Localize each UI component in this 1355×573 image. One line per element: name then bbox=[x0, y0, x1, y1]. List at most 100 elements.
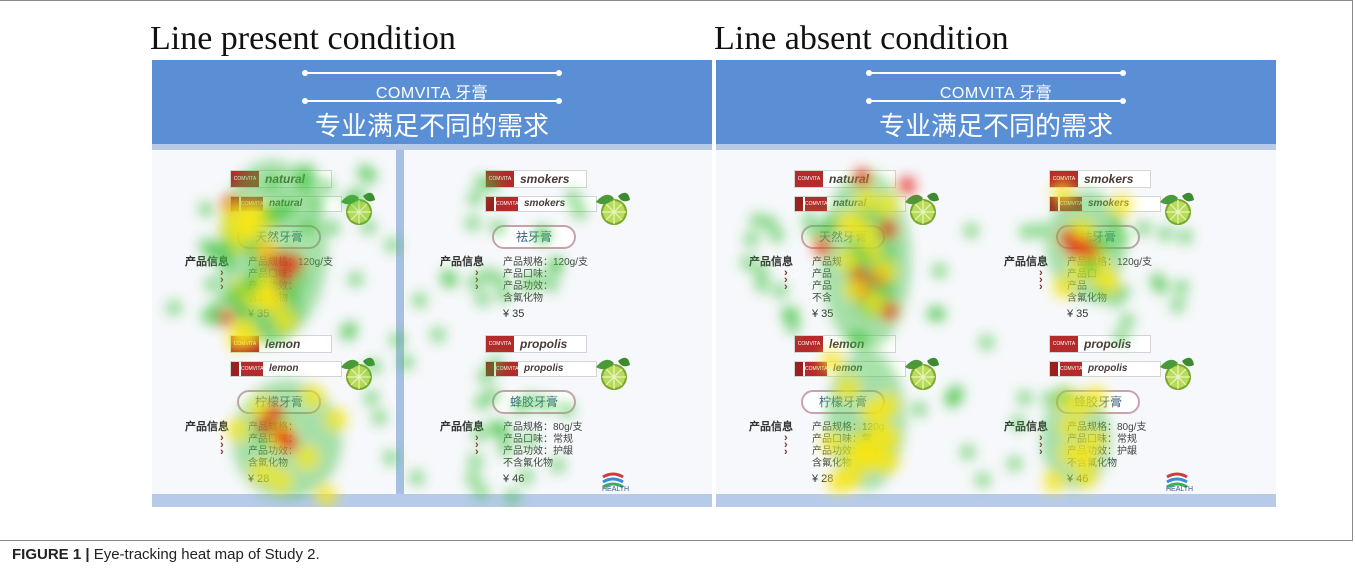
price-label: ¥ 35 bbox=[1067, 308, 1089, 320]
mint-lime-icon bbox=[1156, 353, 1196, 391]
chevron-icon: › › › bbox=[475, 267, 479, 293]
toothpaste-box: COMVITA natural bbox=[794, 170, 896, 188]
spec-line: 产品 bbox=[1067, 281, 1087, 292]
tube-product-name: lemon bbox=[833, 363, 863, 374]
spec-line: 产品规格： bbox=[248, 422, 298, 433]
product-card: COMVITA lemon COMVITA lemon 柠檬牙膏 产品信息 › › › 产品规格：… bbox=[749, 325, 1026, 495]
chevron-icon: › › › bbox=[475, 432, 479, 458]
chevron-icon: › › › bbox=[784, 432, 788, 458]
spec-line: 含氟化物 bbox=[503, 293, 543, 304]
chevron-icon: › › › bbox=[220, 432, 224, 458]
brand-title: COMVITA 牙膏 bbox=[939, 85, 1053, 102]
box-brand-label: COMVITA bbox=[486, 171, 514, 187]
tube-product-name: natural bbox=[269, 198, 303, 209]
toothpaste-box: COMVITA propolis bbox=[485, 335, 587, 353]
spec-line: 产品功效：护龈 bbox=[503, 446, 573, 457]
tube-product-name: propolis bbox=[1088, 363, 1128, 374]
tube-product-name: propolis bbox=[524, 363, 564, 374]
tube-product-name: smokers bbox=[1088, 198, 1130, 209]
mint-lime-icon bbox=[592, 188, 632, 226]
tube-brand-label: COMVITA bbox=[1060, 362, 1082, 376]
product-card: COMVITA smokers COMVITA smokers 祛牙膏 产品信息 › › › 产品… bbox=[1004, 160, 1276, 330]
toothpaste-tube: COMVITA natural bbox=[230, 196, 342, 212]
product-name-pill: 蜂胶牙膏 bbox=[1056, 390, 1140, 414]
banner-rule-bottom bbox=[302, 98, 562, 104]
tube-cap bbox=[486, 362, 494, 376]
toothpaste-tube: COMVITA smokers bbox=[485, 196, 597, 212]
product-name: propolis bbox=[520, 337, 568, 351]
product-card: COMVITA propolis COMVITA propolis 蜂胶牙膏 产品信息 › ›… bbox=[1004, 325, 1276, 495]
spec-line: 产品规格：80g/支 bbox=[1067, 422, 1147, 433]
banner-rule-top bbox=[866, 70, 1126, 76]
spec-line: 产品规格：120g bbox=[812, 422, 885, 433]
product-name: natural bbox=[265, 172, 306, 186]
spec-line: 含氟化物 bbox=[812, 458, 852, 469]
tube-cap bbox=[486, 197, 494, 211]
product-info-label: 产品信息 bbox=[185, 421, 229, 433]
spec-line: 产品规格：80g/支 bbox=[503, 422, 583, 433]
tube-product-name: natural bbox=[833, 198, 867, 209]
gaze-fixation bbox=[749, 212, 766, 229]
product-card: COMVITA lemon COMVITA lemon 柠檬牙膏 产品信息 › › › 产品规格：… bbox=[185, 325, 462, 495]
spec-line: 产品口味：常 bbox=[812, 434, 872, 445]
health-logo-text: HEALTH bbox=[602, 486, 630, 493]
mint-lime-icon bbox=[1156, 188, 1196, 226]
box-brand-label: COMVITA bbox=[231, 171, 259, 187]
gaze-fixation bbox=[754, 277, 771, 293]
box-brand-label: COMVITA bbox=[1050, 171, 1078, 187]
mint-lime-icon bbox=[901, 188, 941, 226]
tube-cap bbox=[795, 362, 803, 376]
spec-line: 产品规格：120g/支 bbox=[503, 257, 589, 268]
mint-lime-icon bbox=[592, 353, 632, 391]
chevron-icon: › › › bbox=[784, 267, 788, 293]
product-info-label: 产品信息 bbox=[749, 421, 793, 433]
slogan-text: 专业满足不同的需求 bbox=[314, 111, 549, 141]
spec-line: 产品口 bbox=[1067, 269, 1097, 280]
spec-line: 产品 bbox=[812, 281, 832, 292]
product-name: propolis bbox=[1084, 337, 1132, 351]
toothpaste-box: COMVITA smokers bbox=[485, 170, 587, 188]
bottom-bar bbox=[716, 494, 1276, 507]
brand-title: COMVITA 牙膏 bbox=[375, 85, 489, 102]
figure-caption: FIGURE 1 | Eye-tracking heat map of Stud… bbox=[12, 546, 320, 563]
bottom-bar bbox=[152, 494, 712, 507]
toothpaste-tube: COMVITA natural bbox=[794, 196, 906, 212]
tube-cap bbox=[231, 362, 239, 376]
toothpaste-box: COMVITA natural bbox=[230, 170, 332, 188]
product-name-pill: 祛牙膏 bbox=[1056, 225, 1140, 249]
spec-line: 产品口味：常规 bbox=[1067, 434, 1137, 445]
spec-line: 含氟化物 bbox=[248, 458, 288, 469]
box-brand-label: COMVITA bbox=[231, 336, 259, 352]
health-logo-icon bbox=[602, 472, 624, 492]
spec-line: 产品功效： bbox=[248, 281, 298, 292]
spec-line: 产品口味：常规 bbox=[503, 434, 573, 445]
product-info-label: 产品信息 bbox=[1004, 256, 1048, 268]
figure-frame bbox=[0, 0, 1353, 541]
chevron-icon: › › › bbox=[1039, 432, 1043, 458]
chevron-icon: › › › bbox=[220, 267, 224, 293]
product-name-pill: 柠檬牙膏 bbox=[801, 390, 885, 414]
price-label: ¥ 46 bbox=[1067, 473, 1089, 485]
spec-line: 产品功效： bbox=[812, 446, 862, 457]
product-name-pill: 蜂胶牙膏 bbox=[492, 390, 576, 414]
toothpaste-tube: COMVITA lemon bbox=[230, 361, 342, 377]
toothpaste-tube: COMVITA smokers bbox=[1049, 196, 1161, 212]
product-card: COMVITA natural COMVITA natural 天然牙膏 产品信息 › › › 产… bbox=[749, 160, 1026, 330]
banner-strip bbox=[152, 144, 712, 150]
tube-cap bbox=[795, 197, 803, 211]
spec-line: 产品功效： bbox=[503, 281, 553, 292]
spec-line: 产品功效： bbox=[248, 446, 298, 457]
spec-line: 产品口味： bbox=[503, 269, 553, 280]
tube-brand-label: COMVITA bbox=[805, 197, 827, 211]
spec-line: 产品规格：120g/支 bbox=[1067, 257, 1153, 268]
vertical-divider-line bbox=[396, 150, 404, 494]
spec-line: 产品规格：120g/支 bbox=[248, 257, 334, 268]
spec-line: 含氟化物 bbox=[248, 293, 288, 304]
tube-cap bbox=[1050, 197, 1058, 211]
spec-line: 不含氟化物 bbox=[503, 458, 553, 469]
toothpaste-tube: COMVITA propolis bbox=[485, 361, 597, 377]
toothpaste-box: COMVITA lemon bbox=[794, 335, 896, 353]
product-card: COMVITA smokers COMVITA smokers 祛牙膏 产品信息 › › › 产品… bbox=[440, 160, 712, 330]
tube-brand-label: COMVITA bbox=[241, 362, 263, 376]
box-brand-label: COMVITA bbox=[1050, 336, 1078, 352]
